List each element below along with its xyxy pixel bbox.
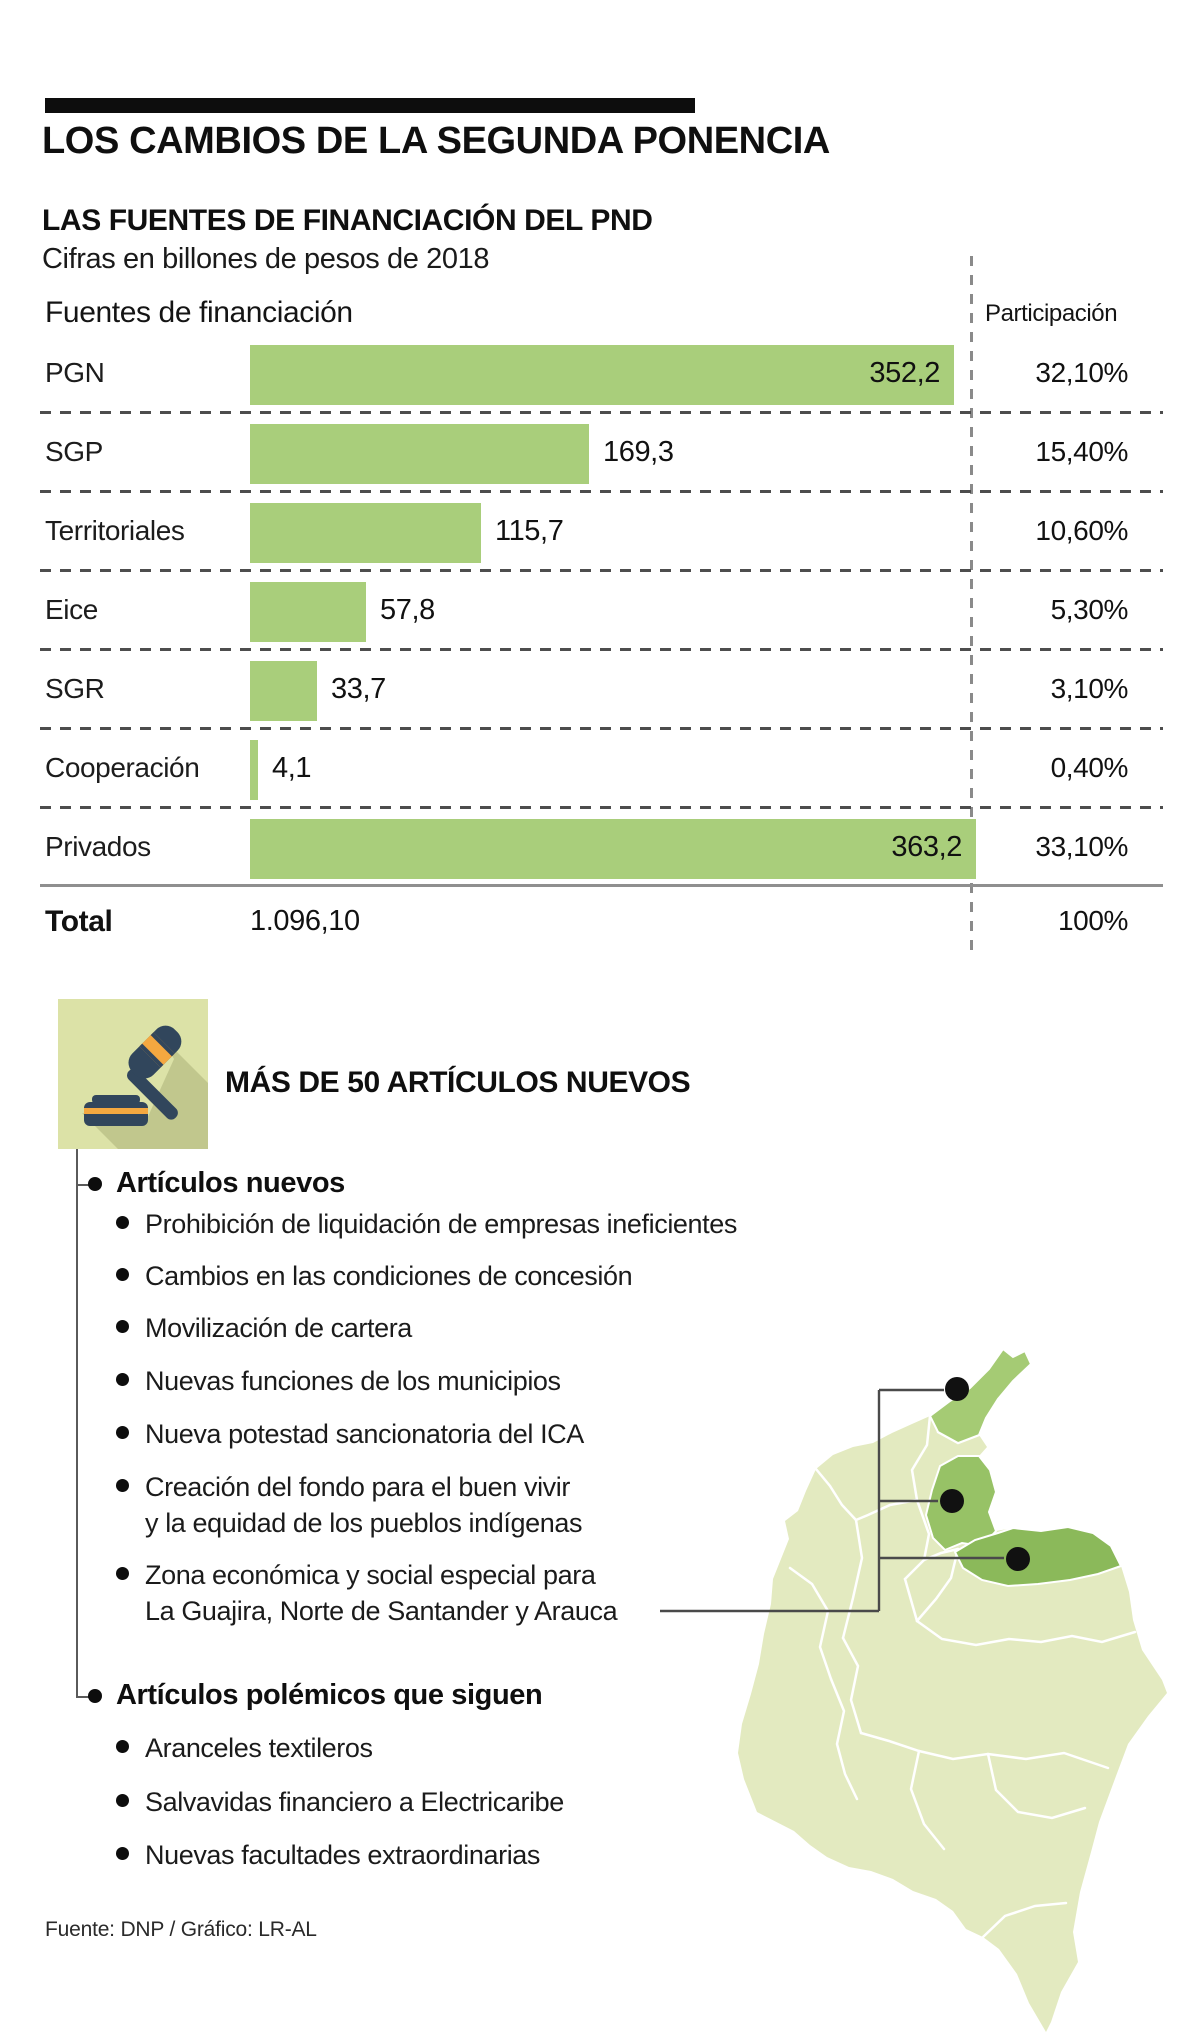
list-item: Prohibición de liquidación de empresas i…	[116, 1206, 737, 1242]
bullet-icon	[116, 1567, 129, 1580]
bullet-icon	[116, 1426, 129, 1439]
group-header-nuevos: Artículos nuevos	[88, 1167, 345, 1200]
bullet-icon	[116, 1320, 129, 1333]
participation-pgn: 32,10%	[1035, 357, 1128, 388]
map-callout-lines	[660, 1388, 1004, 1613]
gavel-icon	[58, 999, 208, 1149]
marker-arauca	[1006, 1547, 1030, 1571]
tree-branch-nuevos	[76, 1184, 94, 1186]
total-participation: 100%	[1057, 905, 1128, 936]
group-header-polemicos: Artículos polémicos que siguen	[88, 1679, 543, 1712]
section-heading: MÁS DE 50 ARTÍCULOS NUEVOS	[225, 1066, 691, 1099]
bar-value-cooperación: 4,1	[272, 752, 312, 784]
marker-la-guajira	[945, 1377, 969, 1401]
list-item: Nueva potestad sancionatoria del ICA	[116, 1416, 584, 1452]
bar-sgp	[250, 424, 589, 484]
units-note: Cifras en billones de pesos de 2018	[42, 243, 490, 275]
bar-eice	[250, 582, 366, 642]
list-item: Salvavidas financiero a Electricaribe	[116, 1784, 564, 1820]
bar-privados	[250, 819, 976, 879]
bar-value-sgr: 33,7	[331, 673, 386, 705]
list-item: Aranceles textileros	[116, 1730, 373, 1766]
bullet-icon	[88, 1177, 102, 1192]
bullet-icon	[116, 1216, 129, 1229]
page-title: LOS CAMBIOS DE LA SEGUNDA PONENCIA	[42, 120, 830, 162]
bullet-icon	[116, 1373, 129, 1386]
bar-value-sgp: 169,3	[603, 436, 674, 468]
participation-territoriales: 10,60%	[1035, 515, 1128, 546]
row-label-sgp: SGP	[45, 436, 103, 467]
tree-spine-line	[76, 1149, 78, 1698]
bar-territoriales	[250, 503, 481, 563]
chart-title: LAS FUENTES DE FINANCIACIÓN DEL PND	[42, 204, 653, 237]
column-header-sources: Fuentes de financiación	[45, 296, 353, 329]
bullet-icon	[116, 1794, 129, 1807]
total-value: 1.096,10	[250, 905, 360, 937]
list-item: Movilización de cartera	[116, 1310, 412, 1346]
row-label-privados: Privados	[45, 831, 151, 862]
column-header-participation: Participación	[985, 300, 1118, 327]
total-separator-line	[40, 884, 1163, 887]
participation-cooperación: 0,40%	[1050, 752, 1129, 783]
row-separator-dashed	[40, 411, 1163, 414]
marker-norte-de-santander	[940, 1489, 964, 1513]
row-separator-dashed	[40, 569, 1163, 572]
row-label-sgr: SGR	[45, 673, 105, 704]
participation-divider-dashed	[970, 256, 973, 950]
colombia-map	[640, 1340, 1180, 2034]
bar-cooperación	[250, 740, 258, 800]
bullet-icon	[116, 1847, 129, 1860]
bar-sgr	[250, 661, 317, 721]
participation-privados: 33,10%	[1035, 831, 1128, 862]
region-arauca	[953, 1525, 1123, 1588]
participation-sgp: 15,40%	[1035, 436, 1128, 467]
row-separator-dashed	[40, 648, 1163, 651]
row-separator-dashed	[40, 806, 1163, 809]
participation-sgr: 3,10%	[1050, 673, 1129, 704]
row-separator-dashed	[40, 490, 1163, 493]
title-rule-bar	[45, 98, 695, 113]
bar-value-pgn: 352,2	[869, 357, 940, 389]
row-label-pgn: PGN	[45, 357, 105, 388]
bullet-icon	[116, 1268, 129, 1281]
source-credit: Fuente: DNP / Gráfico: LR-AL	[45, 1918, 317, 1941]
bullet-icon	[116, 1479, 129, 1492]
row-separator-dashed	[40, 727, 1163, 730]
bullet-icon	[116, 1740, 129, 1753]
bullet-icon	[88, 1689, 102, 1704]
participation-eice: 5,30%	[1050, 594, 1129, 625]
region-la-guajira	[928, 1347, 1033, 1445]
list-item: Cambios en las condiciones de concesión	[116, 1258, 633, 1294]
tree-branch-polemicos	[76, 1696, 94, 1698]
list-item: Nuevas funciones de los municipios	[116, 1363, 561, 1399]
bar-value-territoriales: 115,7	[495, 515, 564, 547]
list-item: Nuevas facultades extraordinarias	[116, 1837, 540, 1873]
row-label-cooperación: Cooperación	[45, 752, 200, 783]
row-label-territoriales: Territoriales	[45, 515, 185, 546]
total-label: Total	[45, 905, 113, 938]
row-label-eice: Eice	[45, 594, 98, 625]
bar-pgn	[250, 345, 954, 405]
bar-value-eice: 57,8	[380, 594, 435, 626]
bar-value-privados: 363,2	[891, 831, 962, 863]
colombia-outline	[738, 1349, 1167, 2032]
list-item: Creación del fondo para el buen vivir y …	[116, 1469, 582, 1541]
list-item: Zona económica y social especial para La…	[116, 1557, 618, 1629]
